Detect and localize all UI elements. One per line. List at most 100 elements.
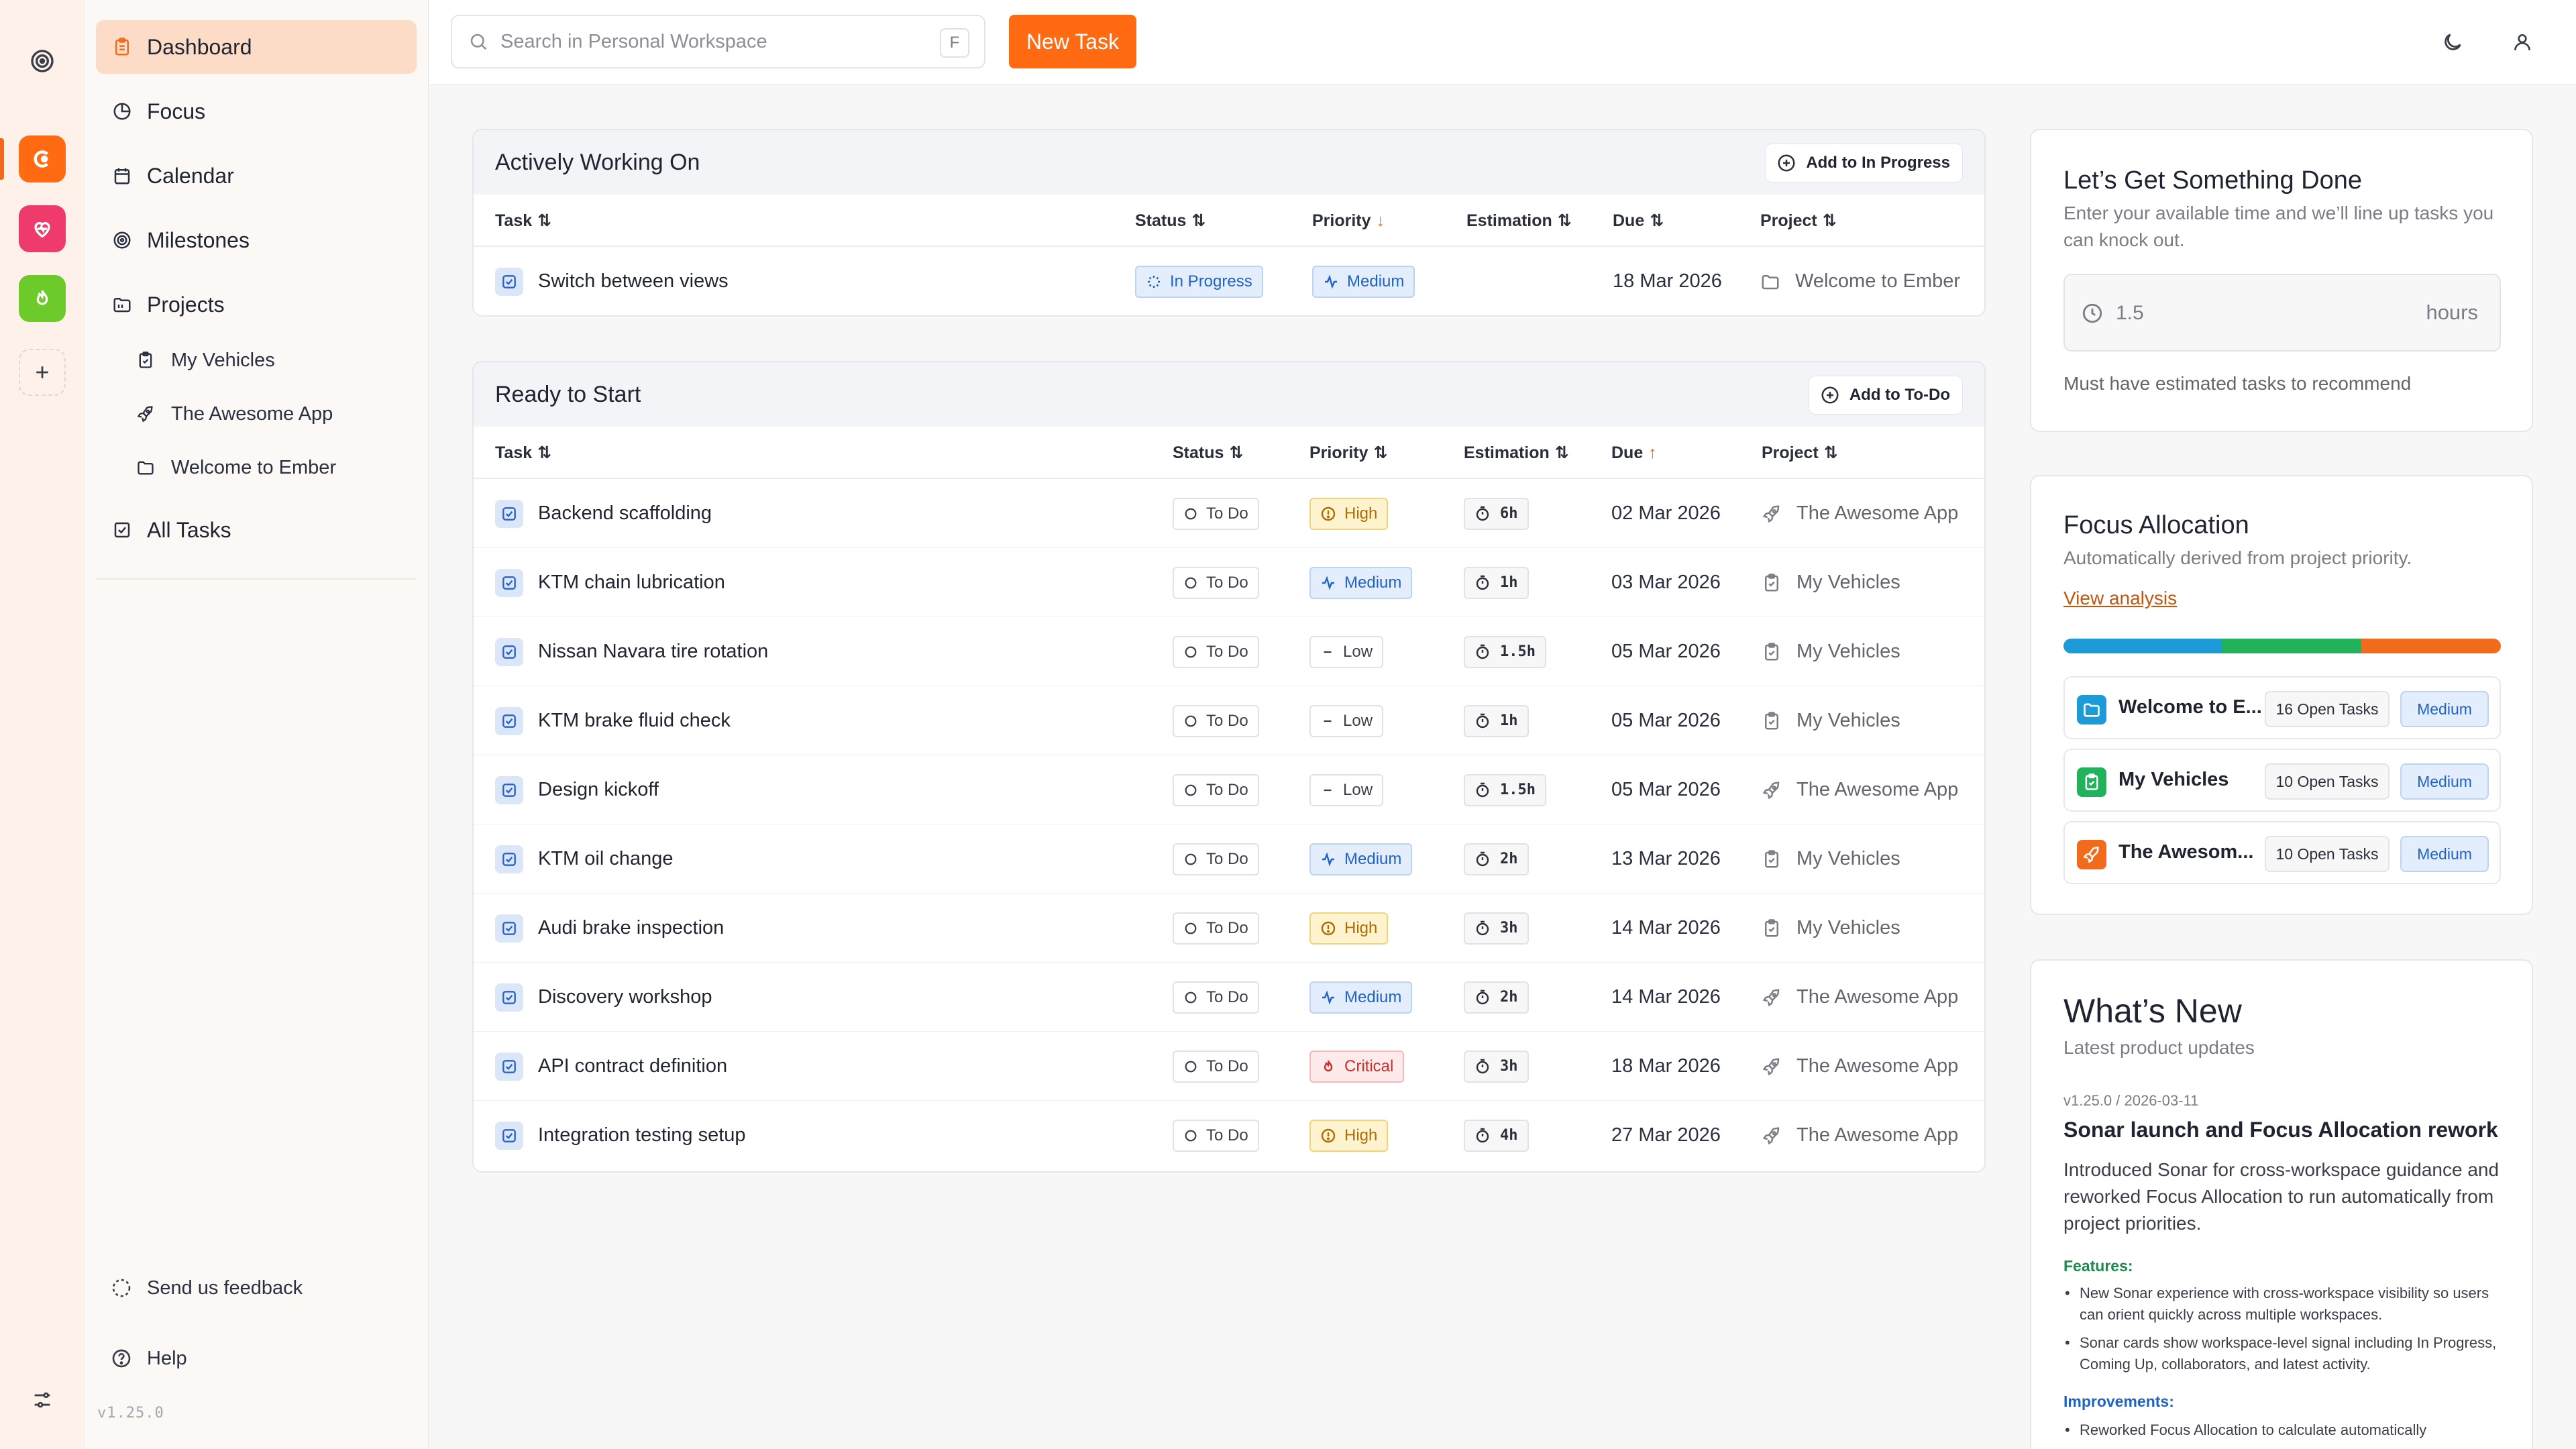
workspace-heart-icon[interactable] [19, 205, 66, 252]
task-cell[interactable]: Discovery workshop [495, 963, 712, 1032]
priority-cell[interactable]: Low [1309, 755, 1384, 824]
status-cell[interactable]: To Do [1173, 1101, 1259, 1170]
available-hours-input[interactable]: 1.5 hours [2063, 274, 2501, 352]
priority-badge[interactable]: Medium [1309, 566, 1413, 599]
estimation-badge[interactable]: 2h [1464, 981, 1529, 1014]
project-cell[interactable]: The Awesome App [1762, 1101, 1958, 1170]
status-badge[interactable]: To Do [1173, 704, 1259, 737]
task-checkbox-icon[interactable] [495, 637, 523, 666]
task-checkbox-icon[interactable] [495, 1121, 523, 1150]
due-date[interactable]: 05 Mar 2026 [1611, 779, 1721, 800]
estimation-badge[interactable]: 1.5h [1464, 635, 1546, 668]
estimation-badge[interactable]: 6h [1464, 497, 1529, 530]
task-cell[interactable]: Backend scaffolding [495, 479, 712, 548]
task-cell[interactable]: Integration testing setup [495, 1101, 746, 1170]
table-row[interactable]: Integration testing setup To Do High 4h 27 M… [474, 1101, 1984, 1170]
priority-cell[interactable]: High [1309, 479, 1389, 548]
view-analysis-link[interactable]: View analysis [2063, 588, 2178, 608]
dark-mode-toggle-icon[interactable] [2436, 25, 2469, 59]
priority-cell[interactable]: Medium [1312, 247, 1415, 315]
estimation-badge[interactable]: 4h [1464, 1119, 1529, 1152]
column-estimation[interactable]: Estimation ⇅ [1466, 211, 1572, 231]
task-cell[interactable]: KTM chain lubrication [495, 548, 725, 617]
column-due[interactable]: Due ↑ [1611, 443, 1657, 462]
project-cell[interactable]: The Awesome App [1762, 755, 1958, 824]
task-checkbox-icon[interactable] [495, 845, 523, 873]
task-checkbox-icon[interactable] [495, 267, 523, 296]
project-my-vehicles[interactable]: My Vehicles [136, 340, 275, 380]
column-project[interactable]: Project ⇅ [1760, 211, 1837, 231]
column-project[interactable]: Project ⇅ [1762, 443, 1838, 463]
estimation-cell[interactable]: 2h [1464, 824, 1529, 894]
allocation-row[interactable]: My Vehicles 10 Open Tasks Medium [2063, 749, 2501, 812]
status-cell[interactable]: To Do [1173, 1032, 1259, 1101]
task-cell[interactable]: KTM brake fluid check [495, 686, 731, 755]
project-cell[interactable]: The Awesome App [1762, 479, 1958, 548]
task-cell[interactable]: Switch between views [495, 247, 729, 315]
table-row[interactable]: Backend scaffolding To Do High 6h 02 Mar 202… [474, 479, 1984, 548]
status-cell[interactable]: In Progress [1135, 247, 1263, 315]
task-cell[interactable]: KTM oil change [495, 824, 674, 894]
estimation-cell[interactable]: 1h [1464, 548, 1529, 617]
estimation-badge[interactable]: 2h [1464, 843, 1529, 875]
project-cell[interactable]: My Vehicles [1762, 548, 1900, 617]
table-row[interactable]: KTM oil change To Do Medium 2h 13 Mar 2026 My… [474, 824, 1984, 894]
table-row[interactable]: Audi brake inspection To Do High 3h 14 Mar 2… [474, 894, 1984, 963]
status-badge[interactable]: To Do [1173, 635, 1259, 668]
priority-cell[interactable]: Medium [1309, 963, 1413, 1032]
due-date[interactable]: 02 Mar 2026 [1611, 502, 1721, 524]
status-cell[interactable]: To Do [1173, 686, 1259, 755]
project-cell[interactable]: My Vehicles [1762, 894, 1900, 963]
column-task[interactable]: Task ⇅ [495, 443, 552, 463]
status-badge[interactable]: To Do [1173, 1050, 1259, 1083]
due-date[interactable]: 05 Mar 2026 [1611, 641, 1721, 662]
priority-cell[interactable]: Medium [1309, 824, 1413, 894]
status-cell[interactable]: To Do [1173, 479, 1259, 548]
due-date[interactable]: 05 Mar 2026 [1611, 710, 1721, 731]
task-checkbox-icon[interactable] [495, 499, 523, 528]
project-cell[interactable]: The Awesome App [1762, 1032, 1958, 1101]
task-cell[interactable]: Audi brake inspection [495, 894, 724, 963]
status-cell[interactable]: To Do [1173, 963, 1259, 1032]
nav-all-tasks[interactable]: All Tasks [96, 503, 417, 557]
table-row[interactable]: API contract definition To Do Critical 3h 18… [474, 1032, 1984, 1101]
nav-calendar[interactable]: Calendar [96, 149, 417, 203]
status-cell[interactable]: To Do [1173, 548, 1259, 617]
estimation-cell[interactable]: 3h [1464, 894, 1529, 963]
add-to-in-progress-button[interactable]: Add to In Progress [1765, 144, 1963, 182]
priority-cell[interactable]: Medium [1309, 548, 1413, 617]
task-checkbox-icon[interactable] [495, 914, 523, 943]
priority-badge[interactable]: Low [1309, 704, 1384, 737]
status-badge[interactable]: To Do [1173, 566, 1259, 599]
priority-cell[interactable]: High [1309, 1101, 1389, 1170]
estimation-cell[interactable]: 4h [1464, 1101, 1529, 1170]
due-date[interactable]: 14 Mar 2026 [1611, 917, 1721, 938]
priority-badge[interactable]: Medium [1312, 265, 1415, 298]
estimation-badge[interactable]: 1h [1464, 704, 1529, 737]
estimation-cell[interactable]: 1.5h [1464, 617, 1546, 686]
task-checkbox-icon[interactable] [495, 775, 523, 804]
project-cell[interactable]: My Vehicles [1762, 617, 1900, 686]
due-date[interactable]: 13 Mar 2026 [1611, 848, 1721, 869]
allocation-row[interactable]: The Awesom... 10 Open Tasks Medium [2063, 821, 2501, 884]
due-date[interactable]: 18 Mar 2026 [1613, 270, 1722, 292]
task-checkbox-icon[interactable] [495, 706, 523, 735]
table-row[interactable]: Switch between views In Progress Medium 18 … [474, 247, 1984, 315]
priority-badge[interactable]: Low [1309, 635, 1384, 668]
nav-projects[interactable]: Projects [96, 278, 417, 331]
project-welcome-to-ember[interactable]: Welcome to Ember [136, 447, 336, 488]
priority-cell[interactable]: Low [1309, 617, 1384, 686]
estimation-cell[interactable]: 1h [1464, 686, 1529, 755]
settings-sliders-icon[interactable] [19, 1377, 66, 1424]
priority-badge[interactable]: Low [1309, 773, 1384, 806]
column-estimation[interactable]: Estimation ⇅ [1464, 443, 1569, 463]
estimation-cell[interactable]: 3h [1464, 1032, 1529, 1101]
table-row[interactable]: Discovery workshop To Do Medium 2h 14 Mar 20… [474, 963, 1984, 1032]
column-priority[interactable]: Priority ⇅ [1309, 443, 1388, 463]
status-cell[interactable]: To Do [1173, 755, 1259, 824]
task-cell[interactable]: API contract definition [495, 1032, 727, 1101]
status-badge[interactable]: To Do [1173, 1119, 1259, 1152]
nav-focus[interactable]: Focus [96, 85, 417, 138]
status-cell[interactable]: To Do [1173, 894, 1259, 963]
project-cell[interactable]: Welcome to Ember [1760, 247, 1960, 315]
